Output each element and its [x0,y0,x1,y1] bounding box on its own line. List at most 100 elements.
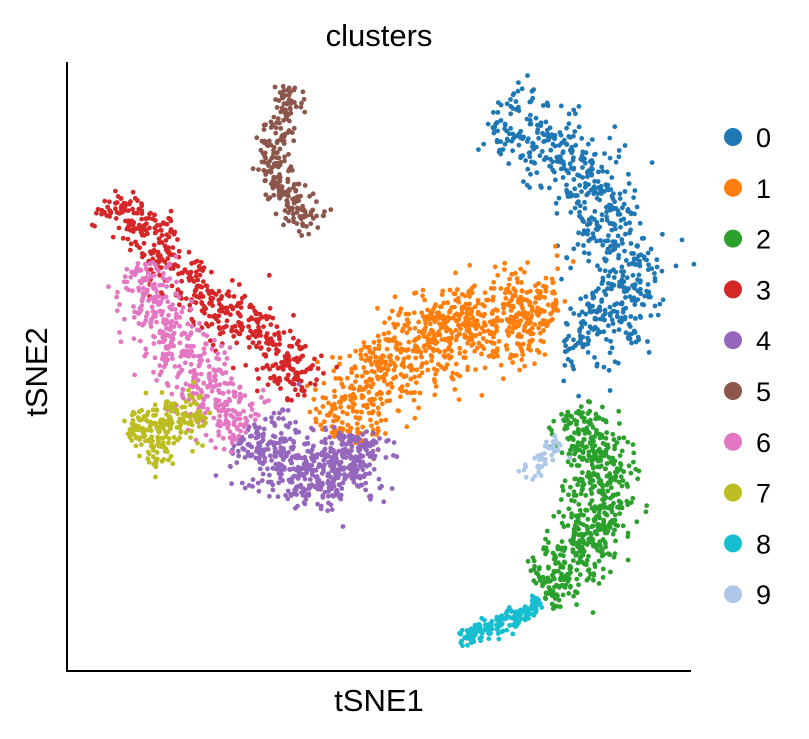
point-cluster-2 [572,430,577,436]
point-cluster-6 [173,320,179,326]
point-cluster-1 [354,409,360,415]
point-cluster-1 [541,339,546,345]
point-cluster-0 [609,227,615,233]
point-cluster-6 [237,385,242,390]
point-cluster-7 [166,436,172,441]
point-cluster-1 [387,362,393,368]
point-cluster-1 [455,287,460,292]
legend-item-7: 7 [724,479,771,509]
point-cluster-1 [321,380,327,386]
point-cluster-4 [322,446,328,452]
point-cluster-0 [631,251,636,256]
point-cluster-3 [128,241,134,247]
point-cluster-2 [555,593,560,599]
point-cluster-2 [578,404,584,409]
point-cluster-1 [498,362,504,368]
point-cluster-2 [573,589,578,594]
point-cluster-5 [304,224,309,229]
point-cluster-0 [545,103,551,109]
point-cluster-1 [448,354,454,360]
point-cluster-0 [607,135,613,141]
point-cluster-4 [262,459,268,464]
point-cluster-5 [265,196,271,202]
point-cluster-8 [459,638,465,644]
point-cluster-0 [566,121,572,127]
point-cluster-3 [299,354,305,359]
point-cluster-0 [616,327,622,333]
point-cluster-5 [268,181,274,187]
point-cluster-3 [282,354,288,359]
point-cluster-4 [263,416,268,422]
point-cluster-8 [526,616,531,621]
point-cluster-2 [617,511,623,516]
point-cluster-4 [287,436,293,442]
point-cluster-6 [143,266,149,271]
point-cluster-1 [463,355,468,361]
point-cluster-0 [572,205,578,211]
point-cluster-5 [284,198,290,204]
point-cluster-1 [368,417,373,423]
point-cluster-5 [283,107,288,113]
point-cluster-4 [349,448,354,453]
point-cluster-1 [418,350,424,355]
point-cluster-0 [609,317,615,323]
point-cluster-1 [357,416,362,422]
legend-marker-8 [724,534,742,553]
point-cluster-2 [574,602,579,608]
point-cluster-1 [491,331,497,336]
point-cluster-0 [564,182,569,188]
point-cluster-3 [186,275,192,281]
point-cluster-7 [191,400,197,405]
point-cluster-1 [486,353,492,359]
point-cluster-4 [316,464,321,470]
point-cluster-4 [341,452,347,458]
point-cluster-2 [630,442,636,447]
point-cluster-2 [597,503,603,509]
point-cluster-4 [332,477,337,482]
point-cluster-1 [535,295,541,301]
point-cluster-1 [506,282,512,288]
point-cluster-1 [411,397,417,403]
point-cluster-1 [336,399,342,405]
point-cluster-5 [310,191,316,197]
point-cluster-4 [363,487,368,493]
point-cluster-6 [138,307,144,313]
point-cluster-0 [592,355,597,360]
point-cluster-1 [468,331,474,337]
point-cluster-0 [616,252,622,258]
point-cluster-4 [265,466,270,472]
point-cluster-0 [590,295,596,301]
point-cluster-3 [168,227,174,232]
point-cluster-6 [115,289,120,295]
point-cluster-0 [613,206,619,211]
point-cluster-2 [581,512,586,518]
point-cluster-3 [127,247,133,253]
point-cluster-1 [414,349,419,354]
point-cluster-7 [168,423,174,429]
point-cluster-4 [351,479,357,485]
point-cluster-1 [438,304,444,310]
point-cluster-3 [131,226,137,231]
point-cluster-1 [404,348,409,353]
point-cluster-0 [615,243,621,248]
point-cluster-7 [150,454,156,459]
point-cluster-6 [170,302,175,308]
point-cluster-1 [331,418,336,424]
point-cluster-3 [261,324,266,330]
point-cluster-0 [599,217,605,223]
point-cluster-0 [642,293,648,299]
point-cluster-2 [536,574,542,580]
point-cluster-2 [598,543,603,549]
point-cluster-1 [405,382,410,388]
point-cluster-0 [576,124,582,130]
point-cluster-2 [606,455,612,460]
point-cluster-6 [227,429,233,435]
legend-label-9: 9 [756,580,771,610]
point-cluster-2 [583,507,588,513]
point-cluster-0 [498,151,504,157]
point-cluster-6 [144,314,149,319]
point-cluster-5 [314,199,319,205]
point-cluster-3 [301,388,307,394]
point-cluster-0 [476,147,481,153]
point-cluster-5 [291,138,297,144]
